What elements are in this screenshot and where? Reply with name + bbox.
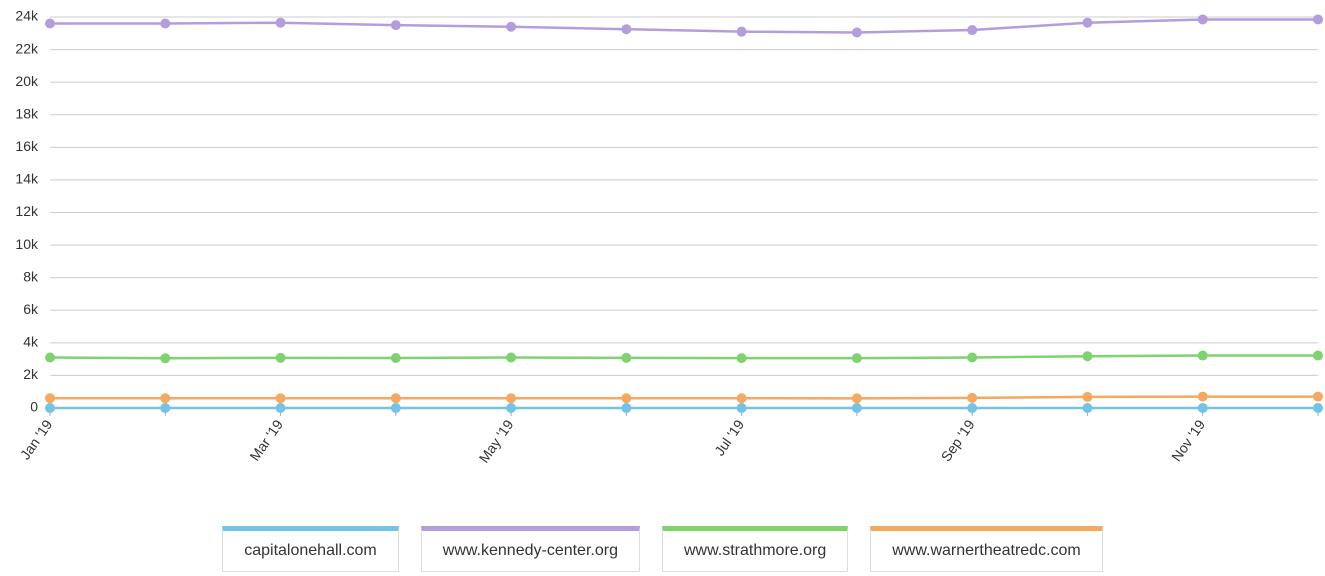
legend: capitalonehall.com www.kennedy-center.org… [0,526,1325,572]
data-point [160,393,171,404]
data-point [736,353,747,364]
data-point [1197,350,1208,361]
data-point [160,353,171,364]
x-tick-label: Jul '19 [711,416,747,458]
data-point [736,393,747,404]
data-point [1082,391,1093,402]
x-tick-label: Mar '19 [246,416,286,463]
legend-item[interactable]: capitalonehall.com [222,526,399,572]
data-point [1197,14,1208,25]
y-tick-label: 10k [15,236,39,252]
data-point [275,17,286,28]
legend-item[interactable]: www.strathmore.org [661,526,849,572]
data-point [390,20,401,31]
y-tick-label: 4k [23,334,39,350]
data-point [160,403,171,413]
y-tick-label: 6k [23,301,39,317]
data-point [736,26,747,37]
data-point [967,25,978,36]
data-point [390,352,401,363]
page: {"chart_data": {"type": "line", "categor… [15,7,1323,572]
data-point [1197,403,1208,413]
data-point [45,18,55,29]
y-tick-label: 8k [23,268,39,284]
data-point [506,352,517,363]
y-tick-label: 24k [15,8,39,24]
data-point [621,352,632,363]
series-line [49,354,1318,360]
data-point [1197,391,1208,402]
data-point [967,392,978,403]
data-point [275,393,286,404]
y-tick-label: 18k [15,105,39,121]
data-point [736,403,747,413]
x-tick-label: May '19 [476,417,517,466]
y-tick-label: 14k [15,171,39,187]
y-tick-label: 12k [15,203,39,219]
series-line [50,18,1318,34]
data-point [1082,403,1093,413]
data-point [390,393,401,404]
data-point [621,24,632,35]
data-point [45,393,55,404]
data-point [390,403,401,413]
data-point [160,18,171,29]
y-tick-label: 22k [15,40,39,56]
y-tick-label: 16k [15,138,39,154]
data-point [1313,391,1323,402]
data-point [275,352,286,363]
data-point [621,403,632,413]
data-point [967,403,978,413]
data-point [45,403,55,413]
data-point [851,353,862,364]
y-tick-label: 2k [23,366,39,382]
x-tick-label: Jan '19 [17,417,56,463]
data-point [851,27,862,38]
data-point [1313,14,1323,25]
data-point [851,403,862,413]
data-point [506,21,517,32]
data-point [45,352,55,363]
x-tick-label: Nov '19 [1168,416,1208,464]
series-line [50,395,1318,400]
data-point [1082,17,1093,28]
data-point [851,393,862,404]
data-point [506,393,517,404]
y-tick-label: 0 [30,399,38,415]
y-tick-label: 20k [15,73,39,89]
data-point [506,403,517,413]
data-point [1082,351,1093,362]
legend-item[interactable]: www.warnertheatredc.com [870,526,1103,572]
x-tick-label: Sep '19 [938,416,978,464]
data-point [1313,350,1323,361]
data-point [621,393,632,404]
legend-item[interactable]: www.kennedy-center.org [420,526,640,572]
chart: 0 2k 4k 6k 8k 10k 12k 14k 16k 18k 20k 22k 24k Jan '19… [15,8,1323,466]
data-point [967,352,978,363]
data-point [275,403,286,413]
data-point [1313,403,1323,413]
